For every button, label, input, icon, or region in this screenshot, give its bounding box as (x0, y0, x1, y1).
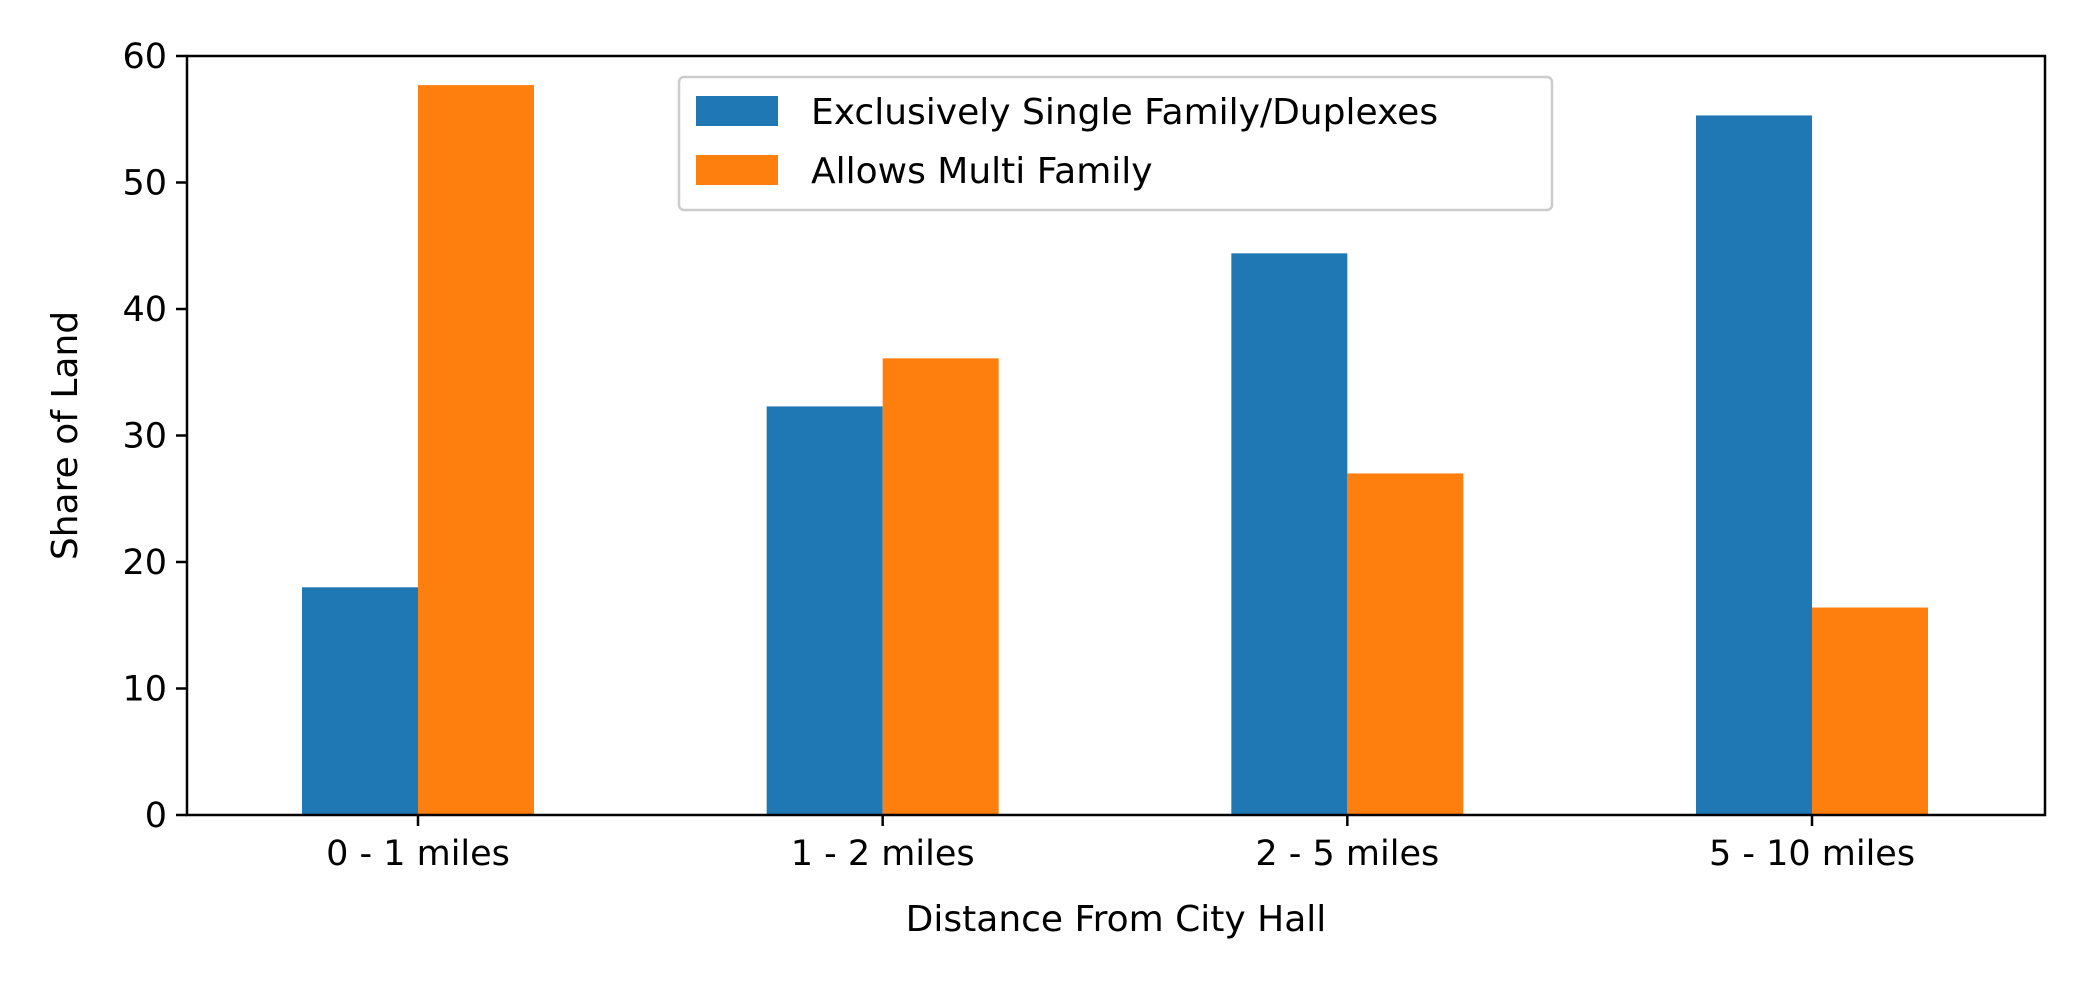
x-axis-label: Distance From City Hall (906, 899, 1327, 940)
bar-multi-family-1 (882, 358, 999, 815)
bar-multi-family-3 (1812, 607, 1928, 815)
legend-label-1: Allows Multi Family (811, 151, 1153, 192)
x-tick-label: 5 - 10 miles (1709, 834, 1915, 874)
y-axis-label: Share of Land (45, 311, 86, 560)
legend-swatch-0 (696, 96, 778, 126)
legend-label-0: Exclusively Single Family/Duplexes (811, 92, 1438, 133)
y-tick-label: 60 (122, 37, 167, 77)
x-tick-label: 0 - 1 miles (326, 834, 510, 874)
y-tick-label: 40 (122, 290, 167, 330)
y-tick-label: 10 (122, 670, 167, 710)
legend: Exclusively Single Family/Duplexes Allows… (677, 75, 1554, 212)
x-tick-label: 1 - 2 miles (791, 834, 975, 874)
bar-single-family-3 (1696, 115, 1812, 815)
y-tick-label: 30 (122, 417, 167, 457)
bar-multi-family-0 (418, 85, 534, 816)
x-tick-label: 2 - 5 miles (1255, 834, 1439, 874)
bar-multi-family-2 (1347, 473, 1464, 815)
y-axis: 0 10 20 30 40 50 60 (122, 37, 187, 836)
legend-box (677, 75, 1554, 212)
x-axis: 0 - 1 miles 1 - 2 miles 2 - 5 miles 5 - 10 … (326, 815, 1915, 874)
bar-single-family-1 (766, 406, 883, 815)
bar-single-family-0 (302, 587, 418, 815)
y-tick-label: 20 (122, 543, 167, 583)
bar-single-family-2 (1231, 253, 1348, 816)
y-tick-label: 0 (145, 796, 167, 836)
bars-group (302, 85, 1928, 816)
legend-swatch-1 (696, 155, 778, 185)
y-tick-label: 50 (122, 164, 167, 204)
